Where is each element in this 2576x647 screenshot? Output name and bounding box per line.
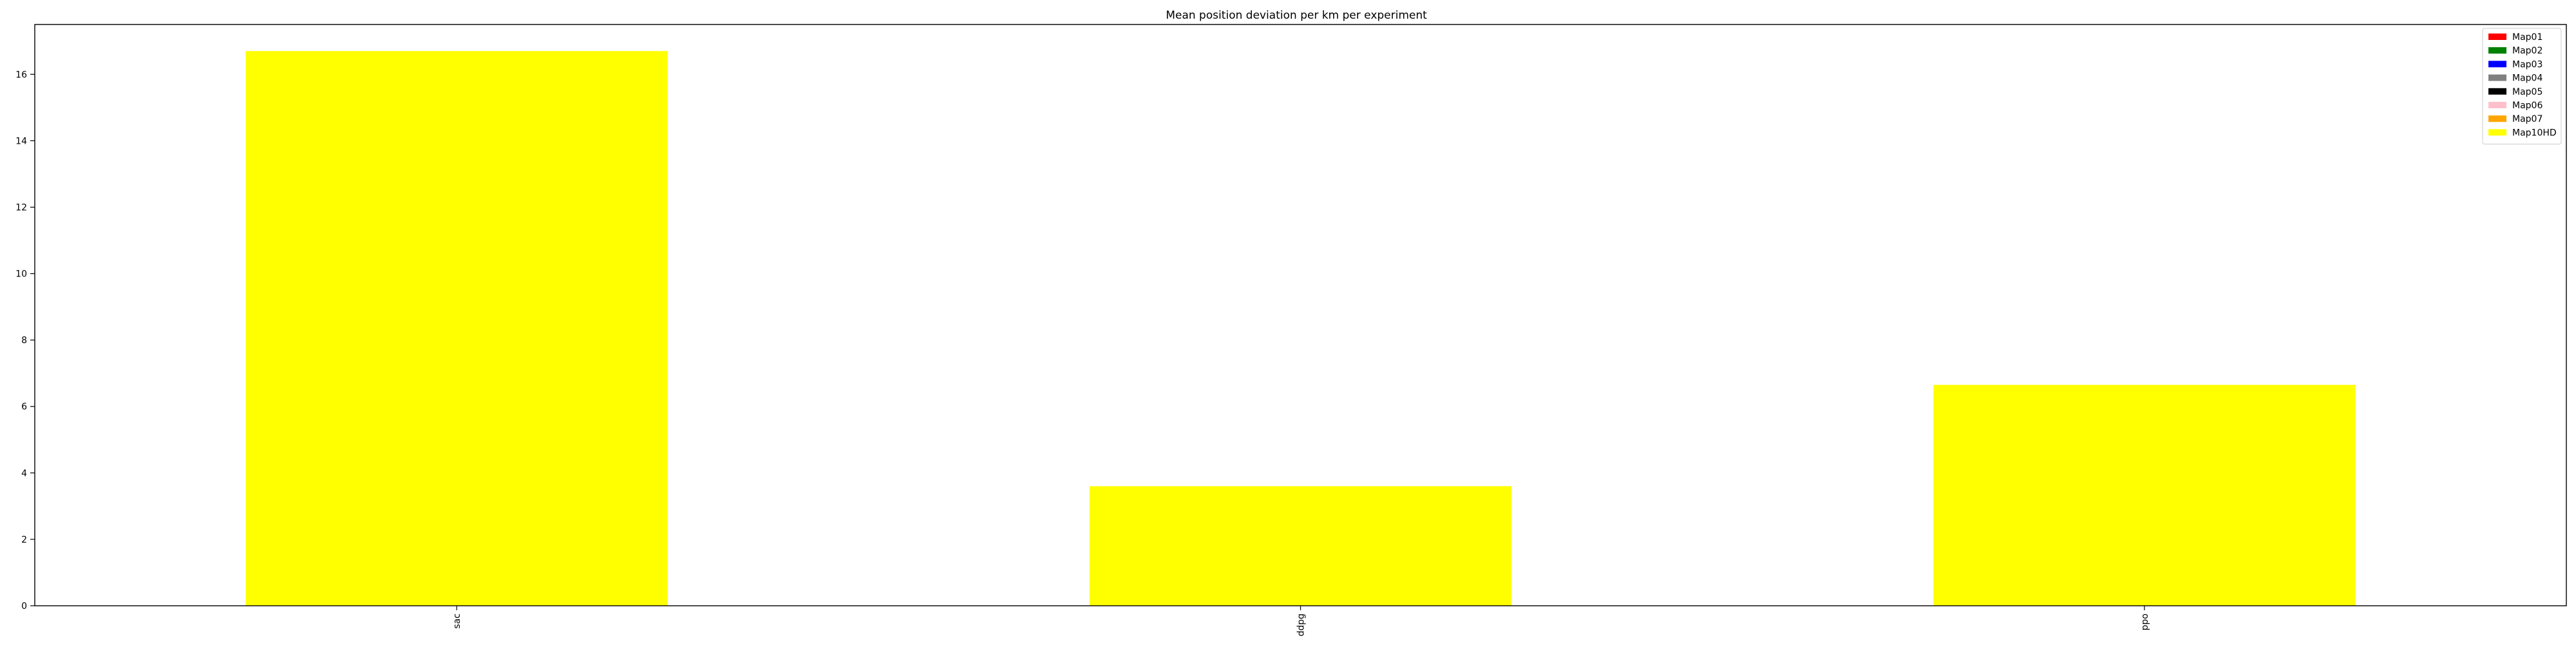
legend-label-map02: Map02 — [2512, 46, 2543, 56]
legend-label-map07: Map07 — [2512, 114, 2543, 124]
y-tick-label: 12 — [15, 202, 27, 213]
plot-area: 0 2 4 6 8 10 12 14 16 sac ddpg ppo — [15, 24, 2567, 637]
x-tick-label-ppo: ppo — [2140, 613, 2150, 630]
chart-title: Mean position deviation per km per exper… — [1166, 9, 1427, 22]
y-tick-label: 10 — [15, 269, 27, 280]
legend-box — [2482, 28, 2562, 145]
legend: Map01 Map02 Map03 Map04 Map05 Map06 Map07 Map10… — [2482, 28, 2562, 145]
y-tick-label: 2 — [21, 535, 27, 545]
legend-label-map05: Map05 — [2512, 87, 2543, 97]
legend-swatch-map02 — [2488, 47, 2506, 54]
bar-map10hd-sac — [245, 51, 668, 606]
legend-swatch-map06 — [2488, 102, 2506, 108]
legend-swatch-map03 — [2488, 61, 2506, 68]
legend-label-map06: Map06 — [2512, 101, 2543, 111]
y-tick-label: 0 — [21, 601, 27, 612]
y-tick-label: 16 — [15, 70, 27, 80]
legend-label-map04: Map04 — [2512, 73, 2543, 84]
legend-label-map10hd: Map10HD — [2512, 128, 2557, 138]
legend-label-map03: Map03 — [2512, 59, 2543, 70]
x-tick-label-ddpg: ddpg — [1296, 613, 1307, 637]
y-tick-label: 8 — [21, 336, 27, 346]
y-tick-label: 6 — [21, 402, 27, 412]
legend-swatch-map10hd — [2488, 129, 2506, 136]
x-tick-label-sac: sac — [452, 613, 462, 629]
y-tick-label: 14 — [15, 136, 27, 146]
bar-map10hd-ddpg — [1089, 486, 1512, 606]
y-tick-label: 4 — [21, 468, 27, 479]
legend-swatch-map04 — [2488, 74, 2506, 81]
legend-swatch-map01 — [2488, 34, 2506, 40]
legend-label-map01: Map01 — [2512, 32, 2543, 43]
bar-map10hd-ppo — [1933, 385, 2356, 606]
legend-swatch-map05 — [2488, 88, 2506, 95]
legend-swatch-map07 — [2488, 115, 2506, 122]
